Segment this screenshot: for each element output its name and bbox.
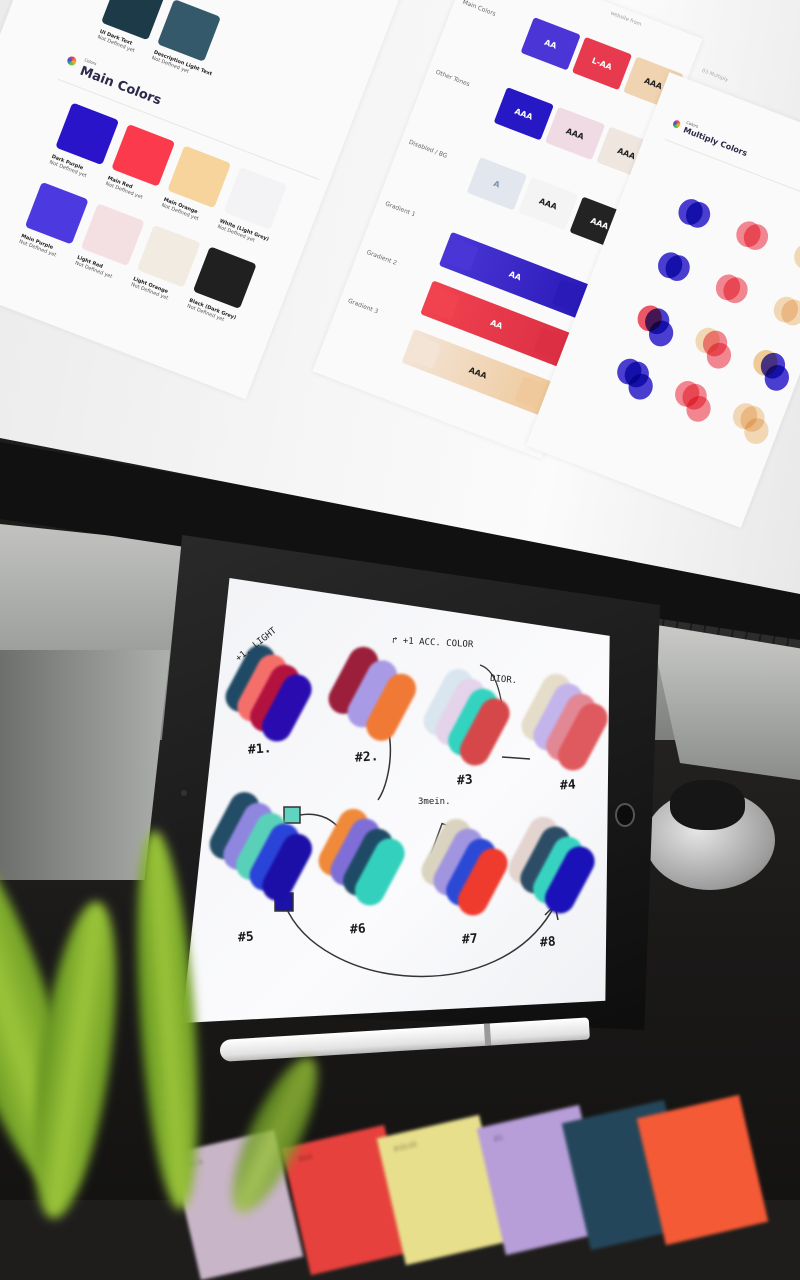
row-label: Main Colors <box>461 0 497 18</box>
paper-strip-code: #e6 <box>297 1151 314 1164</box>
palette-icon <box>65 55 78 67</box>
color-swatch <box>192 246 257 310</box>
gradient-label: Gradient 1 <box>384 200 417 219</box>
gradient-contrast: AA <box>507 269 523 282</box>
contrast-badge: AA <box>520 17 581 71</box>
gradient-contrast: AA <box>489 317 505 331</box>
gradient-label: Gradient 3 <box>346 297 380 316</box>
ipad-home-button[interactable] <box>615 803 635 827</box>
contrast-badge: AAA <box>518 176 579 231</box>
pencil-band <box>483 1023 492 1046</box>
contrast-rows: Main Colors AA L-AA AAA Other Tones AAA AAA AAA… <box>347 0 703 417</box>
color-swatch <box>136 224 201 288</box>
ipad-camera <box>181 790 187 796</box>
multiply-circle-grid <box>613 72 800 448</box>
monitor-stand-base <box>0 650 170 880</box>
multiply-circle <box>790 239 800 273</box>
contrast-badge: L-AA <box>571 36 633 91</box>
card-tab-label: 03 Multiply <box>700 67 729 84</box>
gradient-stop-start <box>445 238 479 272</box>
color-swatch <box>167 145 232 209</box>
palette-icon <box>671 119 682 130</box>
section-title: Multiply Colors <box>682 125 749 159</box>
paper-strip-code: #b <box>492 1132 505 1144</box>
color-swatch <box>80 203 145 267</box>
gradient-stop-start <box>426 286 461 321</box>
row-label: Disabled / BG <box>407 138 449 160</box>
gradient-label: Gradient 2 <box>365 248 398 267</box>
header-note: website from <box>609 10 643 28</box>
color-swatch <box>24 181 89 245</box>
contrast-badge: A <box>466 157 528 211</box>
gradient-contrast: AAA <box>467 365 489 381</box>
row-label: Other Tones <box>434 68 471 89</box>
color-swatch <box>111 123 176 187</box>
paper-strip-code: #dbd0 <box>392 1139 419 1154</box>
charging-dock-top <box>670 780 745 830</box>
ipad-screen <box>182 578 610 1023</box>
contrast-badge: AAA <box>544 106 606 161</box>
color-swatch <box>55 102 120 166</box>
swatch-description-light-text <box>157 0 221 62</box>
gradient-stop-start <box>407 335 442 369</box>
contrast-badge: AAA <box>493 87 554 141</box>
color-swatch <box>223 166 288 230</box>
